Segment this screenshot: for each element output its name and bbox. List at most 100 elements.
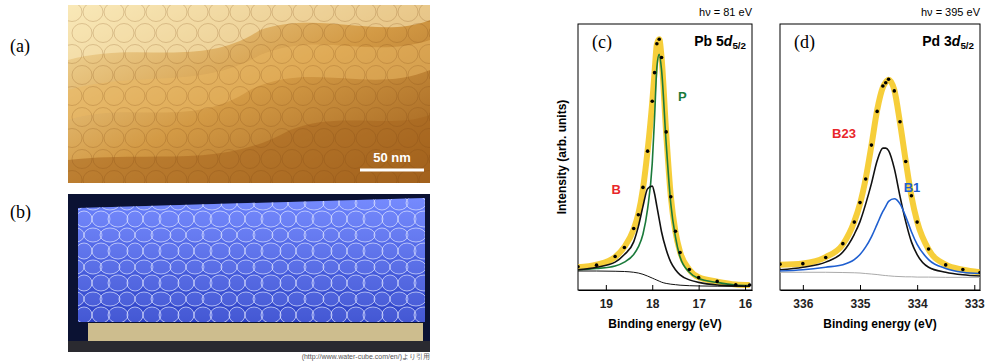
x-tick-mark xyxy=(917,285,918,290)
facade-bubble xyxy=(202,260,222,274)
facade-bubble xyxy=(288,292,306,306)
stm-grain xyxy=(209,129,229,148)
facade-bubble xyxy=(425,260,441,274)
x-tick: 333 xyxy=(965,285,985,311)
stm-grain xyxy=(303,66,323,85)
facade-bubble xyxy=(135,260,153,274)
stm-grain xyxy=(429,24,430,43)
facade-bubble xyxy=(186,196,204,210)
data-point xyxy=(892,89,896,93)
stm-grain xyxy=(146,87,166,106)
facade-bubble xyxy=(178,243,194,259)
facade-bubble xyxy=(92,243,110,259)
photo-ground xyxy=(68,341,430,352)
facade-bubble xyxy=(108,275,128,291)
subtitle: hν = 395 eV xyxy=(921,6,981,18)
series-line xyxy=(578,54,750,285)
facade-bubble xyxy=(100,260,120,274)
stm-grain xyxy=(188,45,208,64)
facade-bubble xyxy=(425,196,441,210)
stm-grain xyxy=(282,24,302,43)
facade-bubble xyxy=(127,243,143,259)
data-point xyxy=(961,268,965,272)
facade-bubble xyxy=(331,307,347,323)
facade-bubble xyxy=(272,196,288,210)
x-tick-mark xyxy=(652,285,653,290)
series-line xyxy=(780,272,980,277)
stm-grain xyxy=(377,171,397,184)
stm-grain xyxy=(104,45,124,64)
facade-bubble xyxy=(355,228,375,242)
stm-grain xyxy=(167,171,187,184)
stm-grain xyxy=(377,5,397,22)
stm-grain xyxy=(324,150,344,169)
stm-grain xyxy=(209,45,229,64)
data-point xyxy=(864,177,868,181)
facade-bubble xyxy=(151,260,171,274)
stm-grain xyxy=(93,24,113,43)
stm-grain xyxy=(125,5,145,22)
stm-grain xyxy=(261,150,281,169)
series-line xyxy=(578,186,750,286)
data-point xyxy=(887,77,891,81)
facade-bubble xyxy=(398,275,416,291)
facade-bubble xyxy=(221,260,237,274)
stm-grain xyxy=(83,5,103,22)
stm-grain xyxy=(408,24,428,43)
x-tick-label: 17 xyxy=(692,297,706,311)
scale-bar xyxy=(360,169,424,172)
stm-grain xyxy=(377,129,397,148)
stm-background xyxy=(68,5,430,183)
stm-grain xyxy=(251,129,271,148)
facade-bubble xyxy=(68,260,84,274)
facade-bubble xyxy=(374,196,390,210)
series-line xyxy=(578,39,750,285)
stm-grain xyxy=(156,108,176,127)
stm-grain xyxy=(356,87,376,106)
facade-bubble xyxy=(374,228,390,242)
facade-bubble xyxy=(108,211,128,227)
stm-grain xyxy=(335,45,355,64)
facade-bubble xyxy=(323,260,339,274)
stm-grain xyxy=(335,171,355,184)
facade-bubble xyxy=(414,275,434,291)
data-point xyxy=(688,268,692,272)
facade-bubble xyxy=(331,211,347,227)
facade-bubble xyxy=(245,307,263,323)
stm-grain xyxy=(146,129,166,148)
stm-grain xyxy=(167,45,187,64)
facade-bubble xyxy=(433,275,449,291)
stm-grain xyxy=(114,66,134,85)
stm-grain xyxy=(125,171,145,184)
facade-bubble xyxy=(414,243,434,259)
facade-bubble xyxy=(390,228,408,242)
photo-sky xyxy=(68,194,430,352)
data-point xyxy=(613,255,617,259)
stm-grain xyxy=(114,24,134,43)
facade-bubble xyxy=(296,275,314,291)
stm-grain xyxy=(146,5,166,22)
data-point xyxy=(623,246,627,250)
facade-bubble xyxy=(312,243,332,259)
stm-grain xyxy=(293,87,313,106)
facade-bubble xyxy=(280,275,296,291)
curve-label: P xyxy=(678,89,687,104)
x-tick-mark xyxy=(745,285,746,290)
stm-grain xyxy=(230,129,250,148)
data-point xyxy=(697,276,701,280)
stm-grain xyxy=(135,66,155,85)
facade-bubble xyxy=(76,211,92,227)
facade-bubble xyxy=(390,196,408,210)
stm-grain xyxy=(146,171,166,184)
facade-bubble xyxy=(119,228,135,242)
facade-bubble xyxy=(221,196,237,210)
stm-grain xyxy=(167,5,187,22)
data-point xyxy=(632,227,636,231)
x-tick: 334 xyxy=(908,285,928,311)
data-point xyxy=(678,251,682,255)
stm-grain xyxy=(261,66,281,85)
facade-bubble xyxy=(363,275,383,291)
facade-bubble xyxy=(253,292,273,306)
facade-bubble xyxy=(143,211,161,227)
stm-grain xyxy=(72,150,92,169)
